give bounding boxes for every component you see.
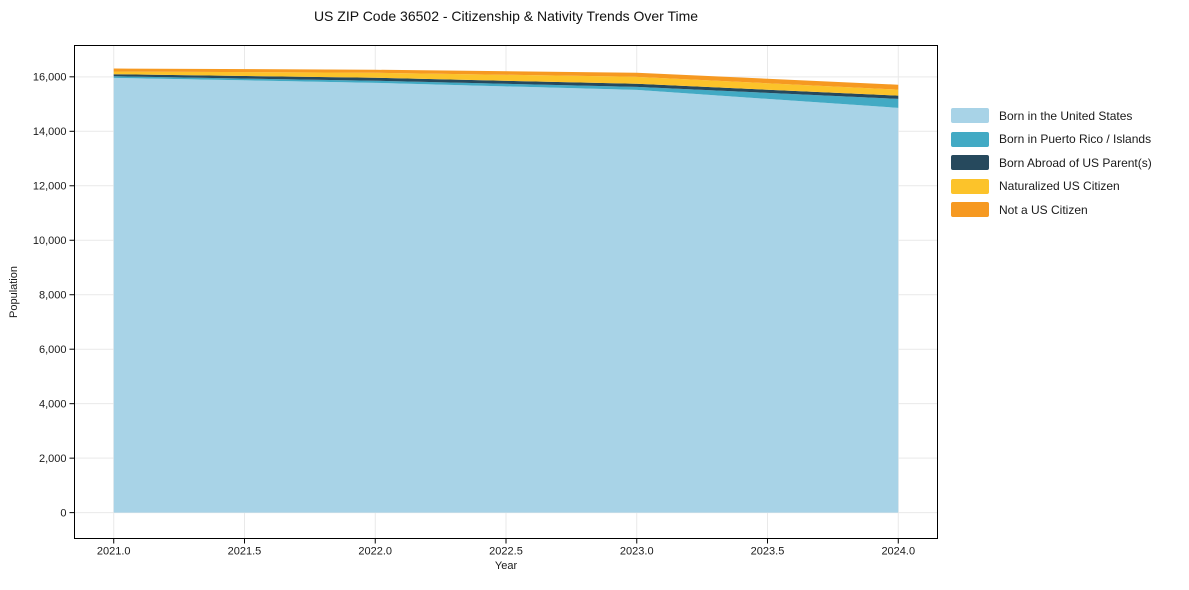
y-axis-label: Population (8, 266, 20, 318)
x-tick-label: 2021.5 (228, 546, 262, 558)
y-tick-label: 4,000 (39, 398, 67, 410)
legend-swatch (951, 178, 989, 194)
x-tick-label: 2023.0 (620, 546, 654, 558)
legend-label: Born Abroad of US Parent(s) (999, 155, 1152, 170)
legend-item: Born Abroad of US Parent(s) (951, 151, 1152, 175)
y-tick-label: 10,000 (33, 235, 67, 247)
area-series (113, 76, 899, 108)
legend-swatch (951, 131, 989, 147)
legend-item: Born in Puerto Rico / Islands (951, 128, 1152, 152)
x-tick-label: 2021.0 (97, 546, 131, 558)
legend-label: Naturalized US Citizen (999, 179, 1120, 194)
y-tick-label: 16,000 (33, 72, 67, 84)
y-tick-label: 12,000 (33, 181, 67, 193)
x-tick-label: 2024.0 (881, 546, 915, 558)
x-axis-label: Year (494, 560, 518, 572)
legend-item: Not a US Citizen (951, 198, 1152, 222)
y-tick-label: 2,000 (39, 453, 67, 465)
y-tick-label: 6,000 (39, 344, 67, 356)
legend-swatch (951, 202, 989, 218)
area-series (113, 71, 899, 96)
legend-label: Not a US Citizen (999, 202, 1088, 217)
y-tick-label: 0 (60, 507, 66, 519)
legend-swatch (951, 155, 989, 171)
x-tick-label: 2022.5 (489, 546, 523, 558)
legend-swatch (951, 108, 989, 124)
legend-item: Naturalized US Citizen (951, 175, 1152, 199)
chart-title: US ZIP Code 36502 - Citizenship & Nativi… (313, 8, 699, 24)
y-tick-label: 8,000 (39, 289, 67, 301)
legend: Born in the United States Born in Puerto … (951, 104, 1152, 222)
legend-label: Born in the United States (999, 108, 1133, 123)
legend-label: Born in Puerto Rico / Islands (999, 132, 1152, 147)
y-tick-label: 14,000 (33, 126, 67, 138)
area-series (113, 74, 899, 99)
x-tick-label: 2023.5 (751, 546, 785, 558)
legend-item: Born in the United States (951, 104, 1152, 128)
area-series (113, 77, 899, 513)
area-series (113, 68, 899, 90)
x-tick-label: 2022.0 (358, 546, 392, 558)
